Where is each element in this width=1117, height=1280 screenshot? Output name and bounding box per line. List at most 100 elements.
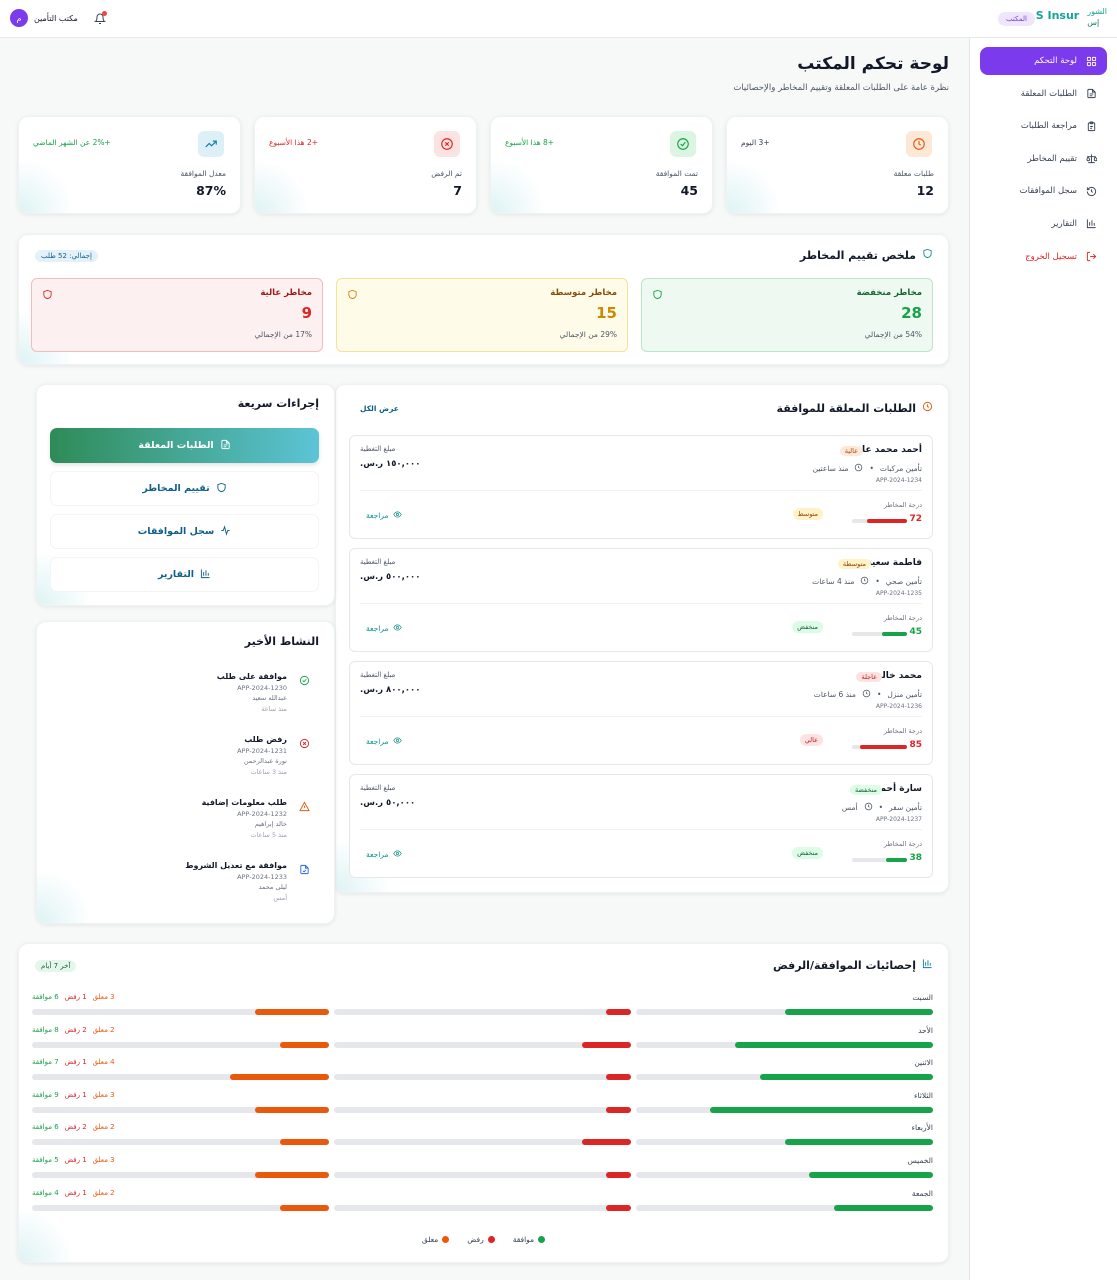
request-type: تأمين سفر (889, 803, 922, 812)
rejected-bar (581, 1139, 631, 1146)
stat-card-approved[interactable]: +8 هذا الأسبوع تمت الموافقة 45 (490, 116, 713, 214)
request-id: APP-2024-1237 (875, 816, 922, 823)
day-counts: 9 موافقة 1 رفض 3 معلق (32, 1091, 115, 1099)
request-row[interactable]: فاطمة سعيد متوسطة تأمين صحي • منذ 4 ساعا… (349, 548, 933, 652)
activity-id: APP-2024-1231 (237, 747, 287, 755)
score-value: 45 (909, 627, 922, 637)
user-menu[interactable]: م مكتب التأمين (10, 9, 78, 27)
request-id: APP-2024-1235 (875, 590, 922, 597)
divider (360, 603, 922, 604)
rejected-bar (606, 1009, 631, 1015)
activity-item[interactable]: موافقة مع تعديل الشروط APP-2024-1233 ليل… (60, 861, 310, 916)
rejected-count: 1 رفض (64, 993, 87, 1001)
document-icon (1085, 88, 1097, 100)
approved-count: 9 موافقة (32, 1090, 59, 1099)
sidebar-item-history[interactable]: سجل الموافقات (980, 177, 1107, 205)
score-value: 38 (909, 853, 922, 863)
activity-title: موافقة على طلب (216, 672, 287, 681)
sidebar-item-logout[interactable]: تسجيل الخروج (980, 243, 1107, 271)
pending-bar (279, 1204, 329, 1211)
rejected-count: 2 رفض (64, 1123, 87, 1132)
request-row[interactable]: أحمد محمد علي عالية تأمين مركبات • منذ س… (349, 435, 933, 539)
chart-legend: موافقة رفض معلق (19, 1235, 948, 1244)
notification-bell-icon[interactable] (90, 9, 110, 29)
eye-icon (392, 736, 402, 747)
risk-box-low[interactable]: مخاطر منخفضة 28 54% من الإجمالي (641, 278, 933, 352)
clock-icon (862, 689, 871, 700)
activity-id: APP-2024-1232 (237, 810, 287, 818)
request-name: فاطمة سعيد (866, 558, 922, 568)
pending-bar (279, 1041, 329, 1048)
clock-icon (854, 463, 863, 474)
quick-action-risk[interactable]: تقييم المخاطر (50, 471, 319, 506)
sidebar-item-reports[interactable]: التقارير (980, 210, 1107, 238)
stat-trend: +8 هذا الأسبوع (505, 138, 555, 147)
rejected-count: 1 رفض (64, 1188, 87, 1197)
sidebar-item-review[interactable]: مراجعة الطلبات (980, 112, 1107, 140)
pending-bar-track (32, 1204, 329, 1211)
risk-box-medium[interactable]: مخاطر متوسطة 15 29% من الإجمالي (336, 278, 628, 352)
stat-trend: +2 هذا الأسبوع (269, 138, 319, 147)
approved-bar-track (636, 1009, 933, 1015)
notification-dot (102, 11, 107, 16)
stat-card-approval-rate[interactable]: +2% عن الشهر الماضي معدل الموافقة 87% (18, 116, 241, 214)
rejected-bar (606, 1172, 631, 1178)
risk-summary-title: ملخص تقييم المخاطر (800, 248, 933, 262)
review-button[interactable]: مراجعة (366, 510, 402, 521)
divider (360, 490, 922, 491)
pending-count: 2 معلق (92, 1188, 115, 1197)
risk-summary-card: ملخص تقييم المخاطر إجمالي: 52 طلب مخاطر … (18, 234, 949, 365)
sidebar-item-label: الطلبات المعلقة (1020, 88, 1077, 99)
stat-card-pending[interactable]: +3 اليوم طلبات معلقة 12 (726, 116, 949, 214)
request-row[interactable]: محمد خالد عاجلة تأمين منزل • منذ 6 ساعات… (349, 661, 933, 765)
brand-ar-bottom: إس (1087, 18, 1100, 27)
quick-action-history[interactable]: سجل الموافقات (50, 514, 319, 549)
coverage-label: مبلغ التغطية (360, 558, 396, 566)
risk-box-high[interactable]: مخاطر عالية 9 17% من الإجمالي (31, 278, 323, 352)
coverage-label: مبلغ التغطية (360, 671, 396, 679)
stat-trend: +3 اليوم (741, 138, 770, 147)
approved-bar-track (636, 1074, 933, 1081)
activity-item[interactable]: طلب معلومات إضافية APP-2024-1232 خالد إب… (60, 798, 310, 853)
activity-item[interactable]: موافقة على طلب APP-2024-1230 عبدالله سعي… (60, 672, 310, 727)
risk-level-badge: منخفض (792, 621, 823, 633)
pending-title: الطلبات المعلقة للموافقة (777, 401, 933, 415)
activity-time: أمس (273, 894, 287, 902)
brand[interactable]: الشور إس S Insur (1036, 6, 1107, 28)
sidebar-item-pending[interactable]: الطلبات المعلقة (980, 80, 1107, 108)
score-bar (852, 632, 907, 636)
top-bar: الشور إس S Insur المكتب م مكتب التأمين (0, 0, 1117, 38)
view-all-link[interactable]: عرض الكل (360, 404, 399, 413)
sidebar-item-risk[interactable]: تقييم المخاطر (980, 145, 1107, 173)
eye-icon (392, 510, 402, 521)
pending-count: 3 معلق (92, 1156, 115, 1164)
review-button[interactable]: مراجعة (366, 623, 402, 634)
activity-item[interactable]: رفض طلب APP-2024-1231 نورة عبدالرحمن منذ… (60, 735, 310, 790)
sidebar-item-label: لوحة التحكم (1034, 56, 1077, 66)
pending-bar (254, 1172, 329, 1178)
pending-count: 3 معلق (92, 993, 115, 1001)
sidebar-item-dashboard[interactable]: لوحة التحكم (980, 47, 1107, 75)
review-button[interactable]: مراجعة (366, 736, 402, 747)
rejected-bar (606, 1204, 631, 1211)
quick-action-reports[interactable]: التقارير (50, 557, 319, 592)
risk-level-badge: منخفض (792, 847, 823, 859)
pending-requests-card: الطلبات المعلقة للموافقة عرض الكل أحمد م… (335, 384, 949, 893)
trending-up-icon (198, 131, 224, 157)
pending-bar (254, 1106, 329, 1113)
quick-action-pending[interactable]: الطلبات المعلقة (50, 428, 319, 463)
stat-card-rejected[interactable]: +2 هذا الأسبوع تم الرفض 7 (254, 116, 477, 214)
legend-approved: موافقة (513, 1235, 546, 1244)
request-row[interactable]: سارة أحمد منخفضة تأمين سفر • أمس APP-202… (349, 774, 933, 878)
day-name: الأحد (918, 1025, 933, 1035)
rejected-bar (606, 1074, 631, 1081)
pending-bar-track (32, 1041, 329, 1048)
approved-bar-track (636, 1041, 933, 1048)
activity-title: رفض طلب (244, 735, 287, 744)
review-button[interactable]: مراجعة (366, 849, 402, 860)
activity-person: خالد إبراهيم (254, 820, 287, 828)
alert-triangle-icon (298, 801, 310, 813)
risk-box-value: 28 (901, 304, 922, 322)
pending-bar-track (32, 1106, 329, 1113)
clock-icon (906, 131, 932, 157)
